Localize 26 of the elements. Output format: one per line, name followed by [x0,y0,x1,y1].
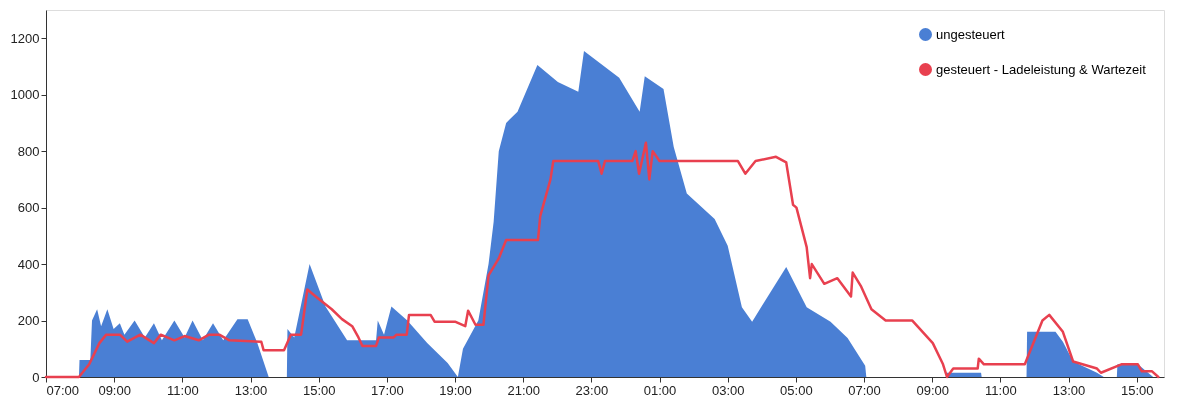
y-tick-label: 600 [17,200,40,216]
y-tick-label: 200 [17,313,40,329]
x-tick-label: 05:00 [780,382,813,398]
x-tick-label: 09:00 [916,382,949,398]
legend-label: ungesteuert [936,26,1006,42]
x-tick-label: 15:00 [1120,382,1154,398]
x-tick-label: 23:00 [575,382,609,398]
x-tick-label: 15:00 [302,382,336,398]
y-tick-label: 0 [32,369,40,385]
x-tick-label: 13:00 [1052,382,1086,398]
x-tick-label: 13:00 [234,382,268,398]
x-tick-label: 07:00 [46,382,80,398]
y-tick-label: 800 [17,143,40,159]
legend-label: gesteuert - Ladeleistung & Wartezeit [936,61,1147,77]
y-tick-label: 1000 [10,87,40,103]
x-tick-label: 21:00 [507,382,540,398]
x-tick-label: 03:00 [711,382,745,398]
x-tick-label: 11:00 [985,382,1017,398]
x-tick-label: 07:00 [848,382,881,398]
x-tick-label: 01:00 [643,382,677,398]
x-tick-label: 17:00 [371,382,404,398]
y-tick-label: 400 [17,256,40,272]
x-tick-label: 09:00 [98,382,131,398]
x-tick-label: 11:00 [167,382,199,398]
x-tick-label: 19:00 [439,382,472,398]
y-tick-label: 1200 [10,30,40,46]
